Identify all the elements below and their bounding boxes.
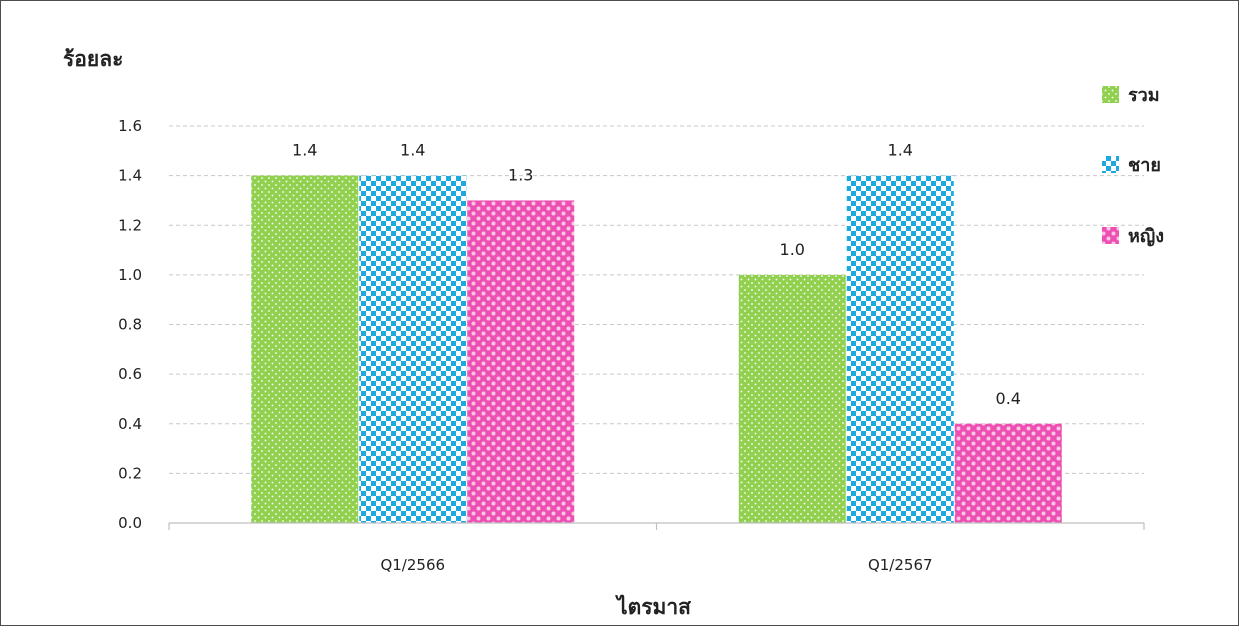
y-tick-label: 1.2 [118,216,142,234]
bar-2-2 [846,175,954,523]
data-label: 1.4 [400,141,425,160]
data-label: 1.3 [508,165,533,184]
legend-label: หญิง [1128,226,1164,247]
axes: 0.0 0.2 0.4 0.6 0.8 1.0 1.2 1.4 1.6 Q1/2566 Q1/256… [118,117,1145,574]
data-labels: 1.4 1.4 1.3 1.0 1.4 0.4 [292,141,1021,408]
bar-3-1 [467,200,575,523]
y-axis-title: ร้อยละ [63,47,123,71]
data-label: 0.4 [996,389,1021,408]
y-tick-label: 1.6 [118,117,142,135]
data-label: 1.4 [888,141,913,160]
x-axis-title: ไตรมาส [615,594,691,619]
data-label: 1.4 [292,141,317,160]
legend-label: ชาย [1128,155,1161,176]
bar-1-1 [251,175,359,523]
y-tick-label: 0.8 [118,316,142,334]
x-tick-label: Q1/2566 [380,556,445,574]
legend-label: รวม [1128,85,1160,106]
y-tick-label: 0.4 [118,415,142,433]
bar-2-1 [359,175,467,523]
bars [251,175,1062,523]
y-tick-label: 0.2 [118,464,142,482]
data-label: 1.0 [780,240,805,259]
bar-3-2 [954,423,1062,523]
legend-swatch [1102,156,1119,173]
bar-1-2 [738,274,846,523]
y-tick-label: 0.0 [118,514,142,532]
y-tick-label: 1.4 [118,167,142,185]
y-tick-label: 0.6 [118,365,142,383]
legend-swatch [1102,227,1119,244]
y-tick-label: 1.0 [118,266,142,284]
x-tick-label: Q1/2567 [868,556,933,574]
legend-swatch [1102,86,1119,103]
